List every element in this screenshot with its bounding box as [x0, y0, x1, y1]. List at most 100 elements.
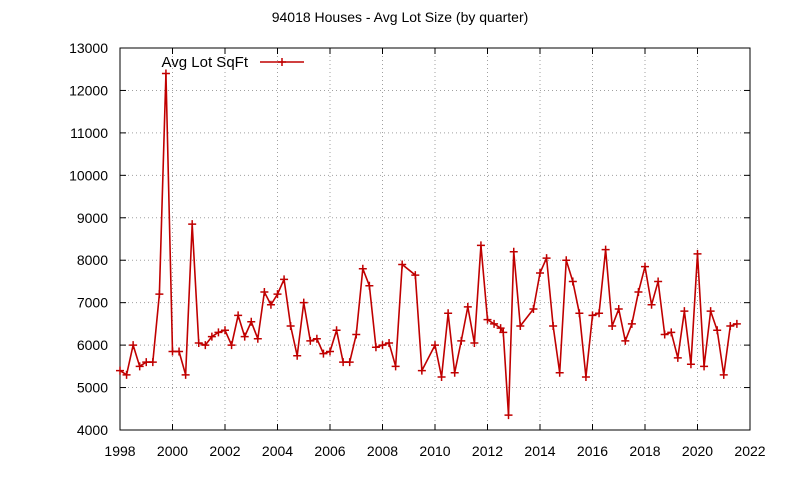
data-point-marker	[326, 347, 334, 356]
data-point-marker	[490, 319, 499, 328]
data-point-marker	[378, 341, 387, 350]
data-point-marker	[496, 324, 505, 333]
data-point-marker	[575, 309, 584, 318]
data-point-marker	[732, 319, 741, 328]
data-point-marker	[280, 275, 289, 284]
data-point-marker	[562, 256, 571, 265]
x-tick-label: 2018	[629, 443, 660, 459]
y-tick-label: 8000	[77, 252, 108, 268]
data-point-marker	[713, 326, 722, 335]
data-point-marker	[358, 264, 367, 273]
x-tick-label: 2004	[262, 443, 293, 459]
data-point-marker	[214, 328, 223, 337]
x-tick-label: 2000	[157, 443, 188, 459]
legend-swatch-marker	[278, 58, 286, 66]
data-point-marker	[345, 358, 354, 367]
data-point-marker	[581, 372, 590, 381]
data-point-marker	[719, 370, 728, 379]
data-point-marker	[614, 305, 623, 314]
data-point-marker	[673, 353, 682, 362]
data-point-marker	[201, 341, 210, 350]
y-tick-label: 7000	[77, 295, 108, 311]
legend: Avg Lot SqFt	[162, 54, 304, 71]
data-point-marker	[529, 305, 538, 314]
y-tick-label: 10000	[69, 167, 108, 183]
data-point-marker	[641, 262, 649, 271]
data-point-marker	[634, 288, 643, 297]
x-tick-label: 2016	[577, 443, 608, 459]
data-point-marker	[417, 366, 426, 375]
data-point-marker	[621, 336, 630, 345]
data-point-marker	[542, 254, 551, 263]
chart-title: 94018 Houses - Avg Lot Size (by quarter)	[272, 9, 529, 25]
legend-label-avg-lot-sqft: Avg Lot SqFt	[162, 54, 249, 71]
data-point-marker	[260, 288, 269, 297]
data-point-marker	[588, 311, 597, 320]
y-tick-label: 12000	[69, 82, 108, 98]
data-point-marker	[398, 260, 407, 269]
data-point-marker	[365, 281, 374, 290]
data-point-marker	[601, 245, 610, 254]
x-tick-label: 2008	[367, 443, 398, 459]
data-point-marker	[266, 300, 275, 309]
data-point-marker	[155, 290, 164, 299]
y-tick-label: 6000	[77, 337, 108, 353]
series-line-avg-lot-sqft	[119, 73, 738, 416]
data-point-marker	[457, 336, 466, 345]
data-point-marker	[700, 362, 709, 371]
data-point-marker	[504, 411, 513, 420]
data-point-marker	[470, 338, 479, 347]
data-point-marker	[516, 322, 525, 331]
data-point-marker	[463, 302, 472, 311]
data-point-marker	[188, 220, 197, 229]
data-point-marker	[116, 366, 124, 375]
data-point-marker	[332, 326, 341, 335]
data-point-marker	[667, 328, 676, 337]
data-point-marker	[293, 351, 302, 360]
data-point-marker	[148, 358, 157, 367]
data-point-marker	[647, 300, 656, 309]
data-point-marker	[175, 347, 184, 356]
x-tick-label: 2012	[472, 443, 503, 459]
data-point-marker	[352, 330, 361, 339]
data-point-marker	[129, 341, 138, 350]
data-point-marker	[536, 268, 544, 277]
y-tick-label: 13000	[69, 40, 108, 56]
data-point-marker	[549, 322, 558, 331]
data-point-marker	[385, 338, 394, 347]
x-tick-label: 2014	[524, 443, 555, 459]
data-point-marker	[568, 277, 577, 286]
y-tick-label: 5000	[77, 380, 108, 396]
data-point-marker	[483, 315, 492, 324]
y-tick-label: 9000	[77, 210, 108, 226]
data-point-marker	[299, 298, 308, 307]
y-tick-label: 4000	[77, 422, 108, 438]
x-tick-label: 1998	[104, 443, 135, 459]
data-point-marker	[437, 372, 446, 381]
data-point-marker	[306, 336, 315, 345]
data-point-marker	[273, 290, 282, 299]
data-point-marker	[476, 241, 485, 250]
data-point-marker	[161, 69, 170, 78]
series-group	[116, 69, 741, 420]
data-point-marker	[207, 332, 216, 341]
data-point-marker	[122, 370, 131, 379]
data-point-marker	[686, 360, 695, 369]
data-point-marker	[680, 307, 689, 316]
plot-area-border	[119, 47, 751, 431]
x-axis-tick-labels: 1998 2000 2002 2004 2006 2008 2010 2012 2014 2016…	[104, 443, 765, 459]
data-point-marker	[693, 249, 702, 258]
data-point-marker	[411, 271, 420, 280]
data-point-marker	[221, 326, 229, 335]
x-tick-label: 2022	[734, 443, 765, 459]
data-point-marker	[726, 322, 735, 331]
data-point-marker	[509, 247, 518, 256]
grid-lines	[120, 48, 750, 430]
x-tick-label: 2010	[419, 443, 450, 459]
data-point-marker	[450, 368, 459, 377]
data-point-marker	[286, 322, 295, 331]
data-point-marker	[391, 362, 400, 371]
data-point-marker	[660, 330, 669, 339]
data-point-marker	[499, 328, 508, 337]
